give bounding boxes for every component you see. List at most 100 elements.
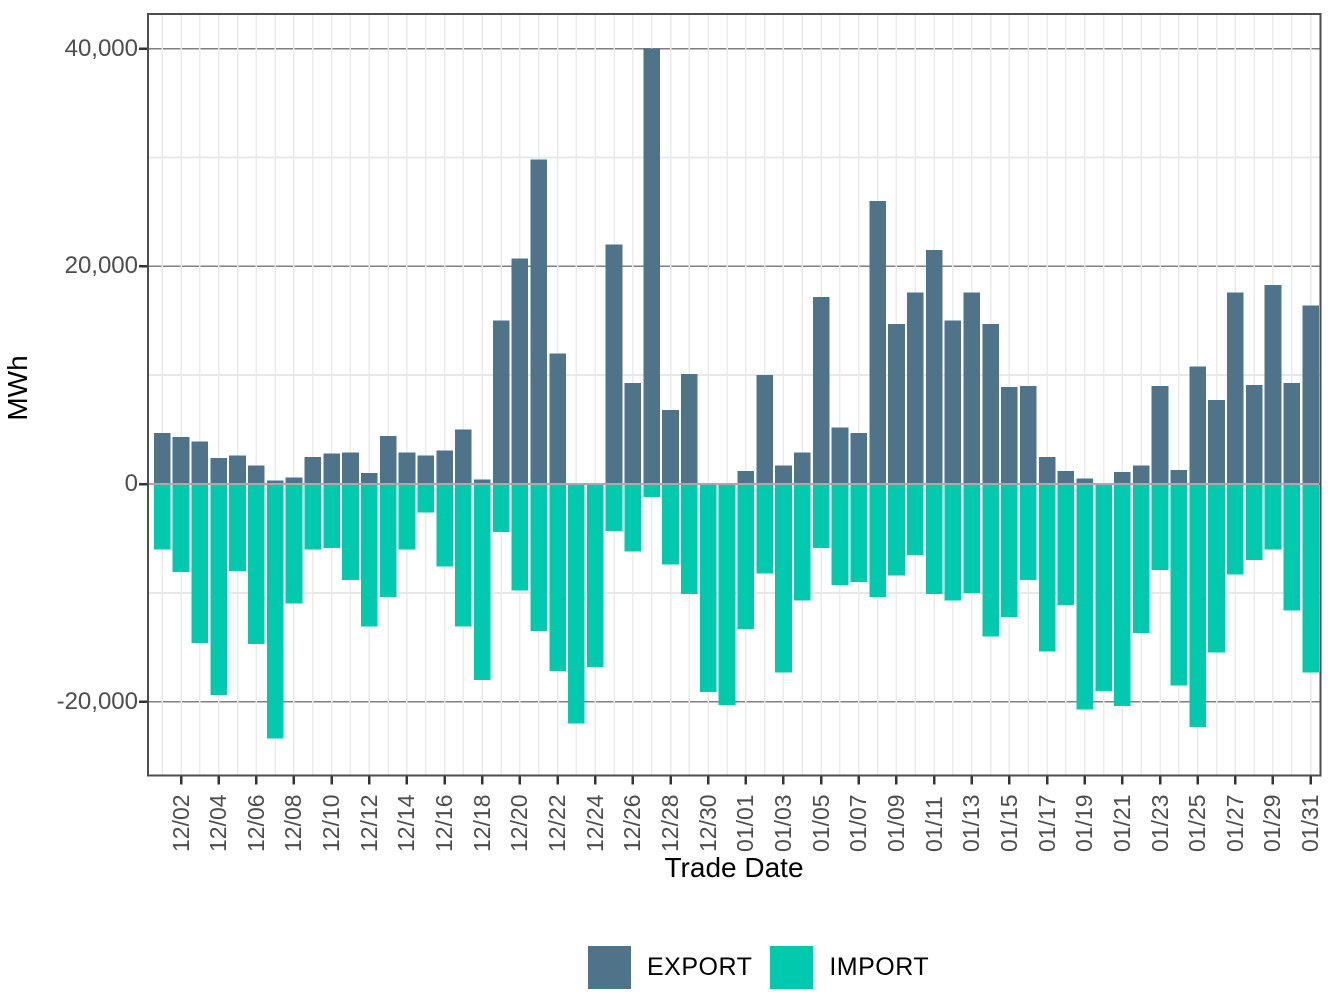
x-tick-label: 12/04 [205, 794, 232, 852]
x-tick-label: 01/03 [769, 794, 796, 852]
export-swatch-icon [588, 946, 631, 989]
y-tick-label: 40,000 [64, 34, 138, 62]
export-bar [624, 382, 642, 484]
import-bar [1076, 484, 1094, 710]
import-bar [1283, 484, 1301, 611]
x-tick-label: 01/29 [1259, 794, 1286, 852]
import-bar [756, 484, 773, 574]
export-bar [248, 465, 265, 484]
x-axis-title: Trade Date [664, 852, 804, 883]
export-bar [530, 159, 548, 484]
x-tick-label: 01/21 [1108, 794, 1135, 852]
export-bar [1057, 470, 1075, 484]
export-bar [944, 320, 962, 484]
legend-label-export: EXPORT [647, 953, 753, 981]
x-tick-label: 12/24 [581, 794, 608, 852]
import-bar [304, 484, 322, 550]
y-tick-label: 0 [124, 470, 138, 497]
import-bar [1245, 484, 1263, 561]
export-bar [473, 479, 491, 484]
x-tick-label: 01/05 [807, 794, 834, 852]
import-bar [1208, 484, 1225, 653]
import-bar [455, 484, 472, 627]
export-bar [360, 473, 378, 484]
import-bar [568, 484, 585, 724]
import-bar [982, 484, 999, 637]
import-bar [794, 484, 811, 601]
import-bar [718, 484, 736, 705]
x-tick-label: 01/19 [1071, 794, 1098, 852]
import-bar [888, 484, 905, 576]
export-bar [229, 455, 246, 484]
import-bar [1057, 484, 1075, 605]
import-bar [925, 484, 943, 594]
export-bar [1283, 382, 1301, 484]
export-bar [417, 455, 435, 484]
panel-border [147, 13, 1322, 777]
import-bar [398, 484, 416, 550]
export-bar [756, 375, 773, 484]
x-tick-label: 12/22 [544, 794, 571, 852]
import-bar [1264, 484, 1282, 550]
export-bar [1019, 386, 1037, 484]
export-bar [963, 292, 981, 484]
export-bar [1170, 469, 1188, 484]
import-bar [210, 484, 227, 696]
legend: EXPORT IMPORT [588, 946, 929, 989]
import-bar [605, 484, 623, 531]
x-tick-label: 12/06 [242, 794, 269, 852]
export-bar [379, 436, 397, 484]
export-bar [869, 200, 886, 485]
x-tick-label: 01/13 [958, 794, 985, 852]
export-bar [1132, 465, 1150, 484]
export-bar [153, 432, 171, 484]
export-bar [737, 470, 755, 484]
import-bar [1001, 484, 1018, 617]
import-bar [812, 484, 830, 549]
export-bar [775, 465, 792, 484]
import-bar [1114, 484, 1131, 707]
export-bar [982, 323, 999, 484]
export-bar [925, 249, 943, 484]
import-bar [831, 484, 849, 586]
export-bar [831, 427, 849, 484]
import-bar [191, 484, 209, 643]
legend-item-import: IMPORT [770, 946, 929, 989]
export-bar [1151, 386, 1169, 484]
export-bar [342, 452, 359, 484]
x-tick-label: 12/14 [393, 794, 420, 852]
import-bar [1095, 484, 1112, 691]
import-bar [586, 484, 604, 667]
legend-item-export: EXPORT [588, 946, 752, 989]
export-bar [850, 432, 868, 484]
x-tick-label: 01/27 [1221, 794, 1248, 852]
x-tick-label: 01/25 [1184, 794, 1211, 852]
import-bar [699, 484, 717, 692]
export-bar [605, 244, 623, 484]
x-tick-label: 12/10 [318, 794, 345, 852]
y-tick-label: 20,000 [64, 252, 138, 280]
import-bar [360, 484, 378, 627]
export-bar [1208, 400, 1225, 484]
import-bar [963, 484, 981, 593]
import-bar [737, 484, 755, 629]
export-bar [511, 258, 529, 484]
import-bar [1132, 484, 1150, 634]
x-tick-label: 12/20 [506, 794, 533, 852]
export-bar [681, 374, 698, 484]
y-tick-label: -20,000 [56, 687, 138, 715]
import-bar [662, 484, 679, 565]
x-tick-label: 01/31 [1297, 794, 1324, 852]
import-bar [473, 484, 491, 680]
import-bar [1302, 484, 1319, 673]
export-bar [492, 320, 510, 484]
export-bar [1227, 292, 1244, 484]
import-bar [436, 484, 453, 567]
import-bar [492, 484, 510, 532]
import-bar [172, 484, 190, 573]
export-bar [1038, 456, 1056, 484]
import-bar [1038, 484, 1056, 652]
export-bar [643, 48, 661, 485]
import-bar [248, 484, 265, 645]
